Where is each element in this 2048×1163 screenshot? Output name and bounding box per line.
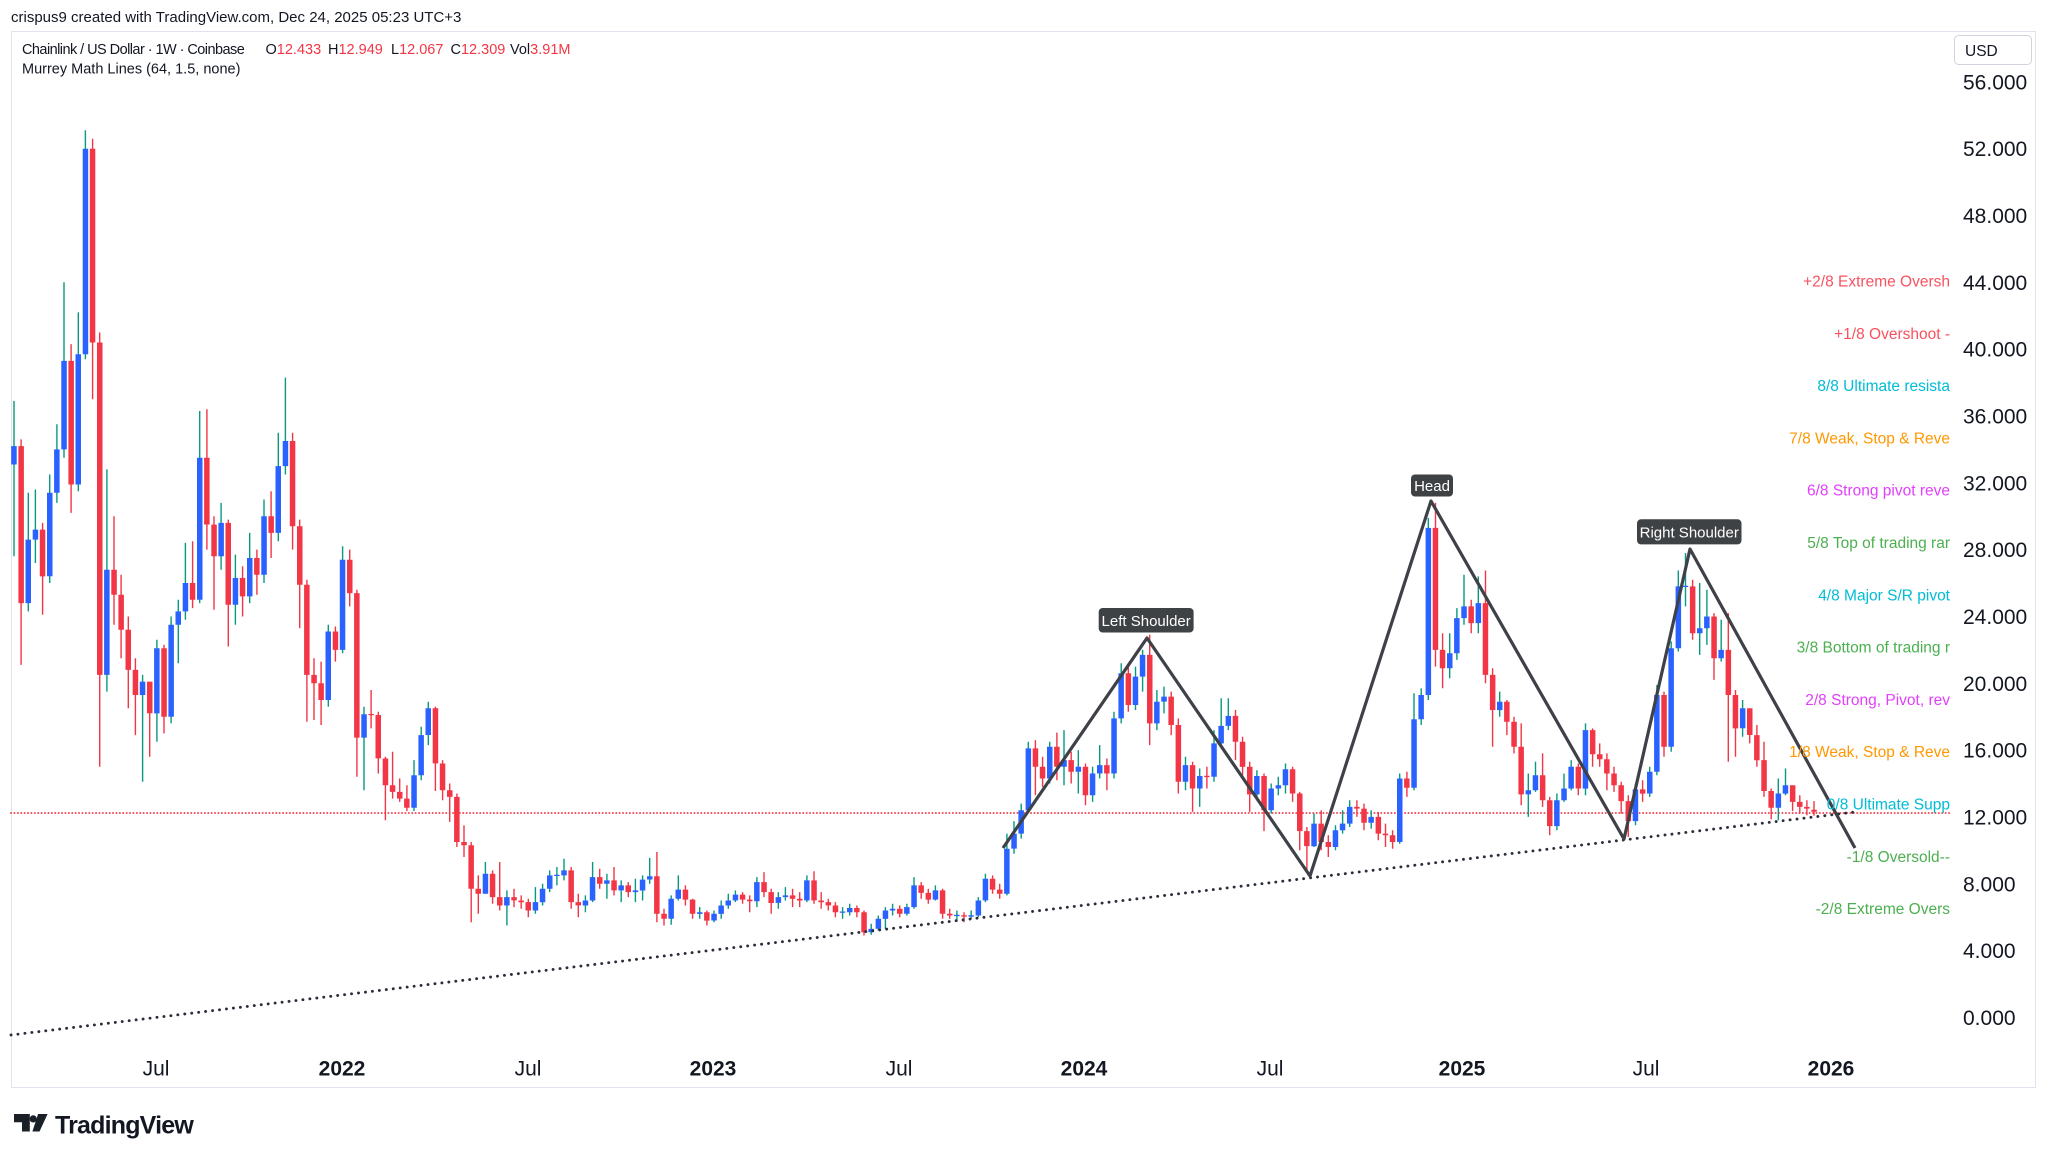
svg-text:-2/8 Extreme Overs: -2/8 Extreme Overs: [1816, 901, 1951, 918]
svg-text:2024: 2024: [1061, 1058, 1108, 1081]
svg-text:Jul: Jul: [1257, 1058, 1284, 1081]
svg-text:52.000: 52.000: [1963, 138, 2027, 161]
svg-text:Jul: Jul: [886, 1058, 913, 1081]
svg-text:6/8 Strong pivot reve: 6/8 Strong pivot reve: [1807, 483, 1950, 500]
svg-text:Jul: Jul: [143, 1058, 170, 1081]
svg-text:Head: Head: [1414, 478, 1450, 495]
svg-text:28.000: 28.000: [1963, 539, 2027, 562]
svg-text:5/8 Top of trading rar: 5/8 Top of trading rar: [1807, 535, 1950, 552]
svg-text:+1/8 Overshoot -: +1/8 Overshoot -: [1834, 326, 1950, 343]
svg-text:4.000: 4.000: [1963, 940, 2016, 963]
svg-text:2025: 2025: [1439, 1058, 1486, 1081]
svg-text:Murrey Math Lines (64, 1.5, no: Murrey Math Lines (64, 1.5, none): [22, 62, 240, 78]
svg-text:16.000: 16.000: [1963, 740, 2027, 763]
svg-text:Chainlink / US Dollar · 1W · C: Chainlink / US Dollar · 1W · Coinbase: [22, 42, 245, 58]
svg-text:USD: USD: [1965, 43, 1998, 60]
svg-text:L12.067: L12.067: [391, 42, 443, 58]
svg-text:20.000: 20.000: [1963, 673, 2027, 696]
svg-text:4/8 Major S/R pivot: 4/8 Major S/R pivot: [1818, 587, 1950, 604]
svg-text:56.000: 56.000: [1963, 71, 2027, 94]
svg-text:2/8 Strong, Pivot, rev: 2/8 Strong, Pivot, rev: [1805, 692, 1950, 709]
svg-text:2022: 2022: [319, 1058, 366, 1081]
svg-text:Jul: Jul: [1633, 1058, 1660, 1081]
svg-text:O12.433: O12.433: [266, 42, 322, 58]
svg-text:32.000: 32.000: [1963, 472, 2027, 495]
svg-text:12.000: 12.000: [1963, 806, 2027, 829]
svg-text:Vol3.91M: Vol3.91M: [510, 42, 570, 58]
svg-text:1/8 Weak, Stop & Reve: 1/8 Weak, Stop & Reve: [1789, 744, 1950, 761]
svg-text:0/8 Ultimate Supp: 0/8 Ultimate Supp: [1827, 797, 1950, 814]
svg-text:2023: 2023: [690, 1058, 737, 1081]
svg-text:-1/8 Oversold--: -1/8 Oversold--: [1847, 849, 1950, 866]
svg-text:7/8 Weak, Stop & Reve: 7/8 Weak, Stop & Reve: [1789, 430, 1950, 447]
svg-text:48.000: 48.000: [1963, 205, 2027, 228]
svg-text:8.000: 8.000: [1963, 873, 2016, 896]
svg-text:24.000: 24.000: [1963, 606, 2027, 629]
svg-text:crispus9 created with TradingV: crispus9 created with TradingView.com, D…: [11, 9, 461, 26]
svg-text:+2/8 Extreme Oversh: +2/8 Extreme Oversh: [1803, 274, 1950, 291]
svg-text:8/8 Ultimate resista: 8/8 Ultimate resista: [1817, 378, 1950, 395]
svg-text:Jul: Jul: [515, 1058, 542, 1081]
svg-text:H12.949: H12.949: [328, 42, 383, 58]
svg-text:TradingView: TradingView: [55, 1112, 194, 1140]
svg-text:3/8 Bottom of trading r: 3/8 Bottom of trading r: [1797, 640, 1950, 657]
svg-text:2026: 2026: [1808, 1058, 1855, 1081]
svg-text:Right Shoulder: Right Shoulder: [1640, 524, 1739, 541]
svg-text:40.000: 40.000: [1963, 339, 2027, 362]
svg-text:Left Shoulder: Left Shoulder: [1102, 613, 1191, 630]
svg-text:36.000: 36.000: [1963, 406, 2027, 429]
svg-text:C12.309: C12.309: [451, 42, 506, 58]
svg-text:44.000: 44.000: [1963, 272, 2027, 295]
svg-text:0.000: 0.000: [1963, 1007, 2016, 1030]
